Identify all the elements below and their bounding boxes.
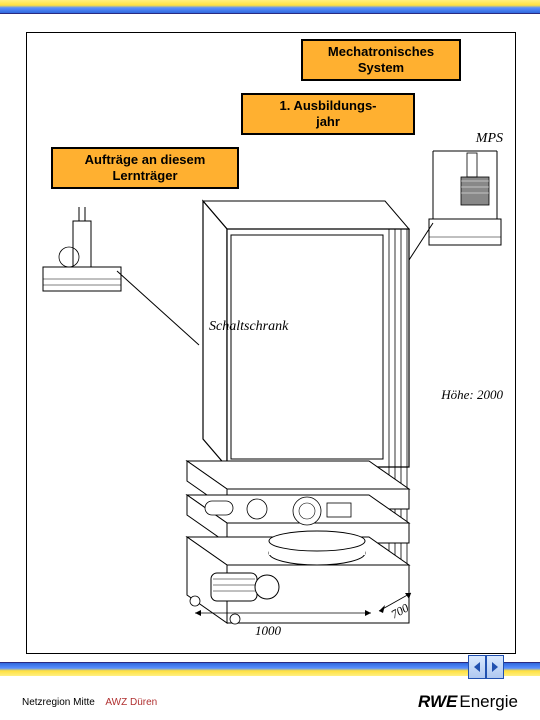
company-bold: RWE xyxy=(418,692,457,712)
chevron-left-icon xyxy=(472,661,482,673)
footer-right: RWE Energie xyxy=(418,692,518,712)
footer: Netzregion Mitte AWZ Düren RWE Energie xyxy=(0,676,540,720)
equipment-left-drawing xyxy=(39,207,125,297)
main-cabinet-drawing xyxy=(157,193,425,625)
content-frame: MechatronischesSystem 1. Ausbildungs-jah… xyxy=(26,32,516,654)
prev-button[interactable] xyxy=(468,655,486,679)
box-task-text: Aufträge an diesemLernträger xyxy=(85,152,206,183)
top-stripe xyxy=(0,0,540,14)
main-area: MechatronischesSystem 1. Ausbildungs-jah… xyxy=(0,14,540,662)
equipment-right-drawing xyxy=(421,141,507,251)
next-button[interactable] xyxy=(486,655,504,679)
company-light: Energie xyxy=(459,692,518,712)
footer-region: Netzregion Mitte xyxy=(22,697,95,708)
hoehe-label: Höhe: 2000 xyxy=(441,387,503,403)
bottom-stripe xyxy=(0,662,540,676)
footer-left: Netzregion Mitte AWZ Düren xyxy=(22,697,157,708)
box-year-text: 1. Ausbildungs-jahr xyxy=(279,98,376,129)
dim-width-label: 1000 xyxy=(255,623,281,639)
box-task: Aufträge an diesemLernträger xyxy=(51,147,239,189)
box-title: MechatronischesSystem xyxy=(301,39,461,81)
box-year: 1. Ausbildungs-jahr xyxy=(241,93,415,135)
footer-awz: AWZ Düren xyxy=(105,697,157,708)
nav-buttons xyxy=(468,655,504,679)
schaltschrank-label: Schaltschrank xyxy=(209,319,288,335)
chevron-right-icon xyxy=(490,661,500,673)
box-title-text: MechatronischesSystem xyxy=(328,44,434,75)
